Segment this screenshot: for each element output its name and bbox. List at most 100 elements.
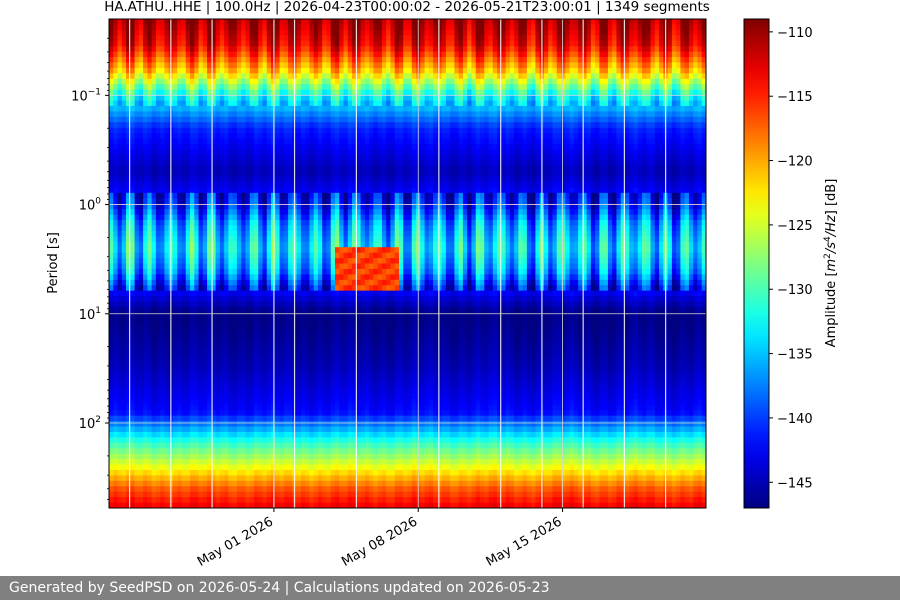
heatmap-cell [198, 328, 204, 335]
heatmap-cell [160, 366, 166, 373]
heatmap-cell [164, 290, 170, 297]
heatmap-cell [253, 431, 259, 438]
heatmap-cell [309, 410, 315, 417]
heatmap-cell [185, 355, 191, 362]
heatmap-cell [305, 192, 311, 199]
heatmap-cell [134, 301, 140, 308]
heatmap-cell [313, 448, 319, 455]
heatmap-cell [309, 95, 315, 102]
heatmap-cell [117, 399, 123, 406]
heatmap-cell [313, 62, 319, 69]
heatmap-cell [185, 154, 191, 161]
heatmap-cell [330, 149, 336, 156]
heatmap-cell [330, 73, 336, 80]
heatmap-cell [194, 46, 200, 53]
heatmap-cell [113, 393, 119, 400]
heatmap-cell [134, 241, 140, 248]
heatmap-cell [288, 442, 293, 449]
heatmap-cell [313, 57, 319, 64]
heatmap-cell [185, 192, 191, 199]
heatmap-cell [335, 497, 340, 504]
heatmap-cell [181, 480, 187, 487]
heatmap-cell [155, 203, 161, 210]
heatmap-cell [313, 225, 319, 232]
heatmap-cell [177, 51, 183, 58]
heatmap-cell [164, 355, 170, 362]
heatmap-cell [211, 225, 217, 232]
heatmap-cell [326, 306, 332, 313]
heatmap-cell [266, 220, 272, 227]
heatmap-cell [296, 176, 302, 183]
heatmap-cell [113, 225, 119, 232]
heatmap-cell [236, 361, 242, 368]
heatmap-cell [134, 345, 140, 352]
heatmap-cell [335, 491, 340, 498]
heatmap-cell [300, 122, 306, 129]
heatmap-cell [330, 345, 336, 352]
heatmap-cell [283, 383, 289, 390]
heatmap-cell [181, 393, 187, 400]
heatmap-cell [228, 475, 234, 482]
heatmap-cell [134, 296, 140, 303]
heatmap-cell [126, 268, 131, 275]
heatmap-cell [236, 334, 242, 341]
heatmap-cell [151, 247, 157, 254]
heatmap-cell [160, 51, 166, 58]
heatmap-cell [151, 431, 157, 438]
heatmap-cell [151, 203, 157, 210]
heatmap-cell [236, 323, 242, 330]
heatmap-cell [130, 203, 136, 210]
heatmap-cell [335, 57, 340, 64]
heatmap-cell [147, 176, 153, 183]
heatmap-cell [300, 192, 306, 199]
heatmap-cell [313, 40, 319, 47]
heatmap-cell [138, 51, 144, 58]
heatmap-cell [109, 350, 114, 357]
heatmap-cell [143, 442, 148, 449]
heatmap-cell [207, 361, 212, 368]
heatmap-cell [194, 209, 200, 216]
heatmap-cell [151, 171, 157, 178]
heatmap-cell [236, 198, 242, 205]
heatmap-cell [300, 361, 306, 368]
heatmap-cell [309, 486, 315, 493]
heatmap-cell [181, 19, 187, 26]
heatmap-cell [236, 437, 242, 444]
heatmap-cell [283, 388, 289, 395]
heatmap-cell [194, 404, 200, 411]
heatmap-cell [194, 442, 200, 449]
heatmap-cell [232, 426, 238, 433]
heatmap-cell [262, 220, 268, 227]
heatmap-cell [317, 464, 323, 471]
heatmap-cell [322, 334, 328, 341]
heatmap-cell [121, 453, 127, 460]
heatmap-cell [172, 448, 178, 455]
heatmap-cell [121, 62, 127, 69]
heatmap-cell [190, 404, 195, 411]
heatmap-cell [326, 62, 332, 69]
heatmap-cell [322, 268, 328, 275]
heatmap-cell [283, 230, 289, 237]
heatmap-cell [339, 279, 345, 286]
heatmap-cell [313, 453, 319, 460]
heatmap-cell [343, 247, 349, 254]
heatmap-cell [296, 350, 302, 357]
heatmap-cell [211, 40, 217, 47]
heatmap-cell [143, 78, 148, 85]
heatmap-cell [279, 138, 285, 145]
heatmap-cell [138, 154, 144, 161]
heatmap-cell [232, 334, 238, 341]
heatmap-cell [258, 480, 264, 487]
heatmap-cell [300, 40, 306, 47]
heatmap-cell [335, 46, 340, 53]
heatmap-cell [211, 154, 217, 161]
heatmap-cell [313, 19, 319, 26]
heatmap-cell [121, 415, 127, 422]
heatmap-cell [330, 410, 336, 417]
heatmap-cell [215, 399, 221, 406]
heatmap-cell [330, 138, 336, 145]
heatmap-cell [232, 263, 238, 270]
heatmap-cell [181, 241, 187, 248]
heatmap-cell [258, 220, 264, 227]
heatmap-cell [219, 415, 225, 422]
